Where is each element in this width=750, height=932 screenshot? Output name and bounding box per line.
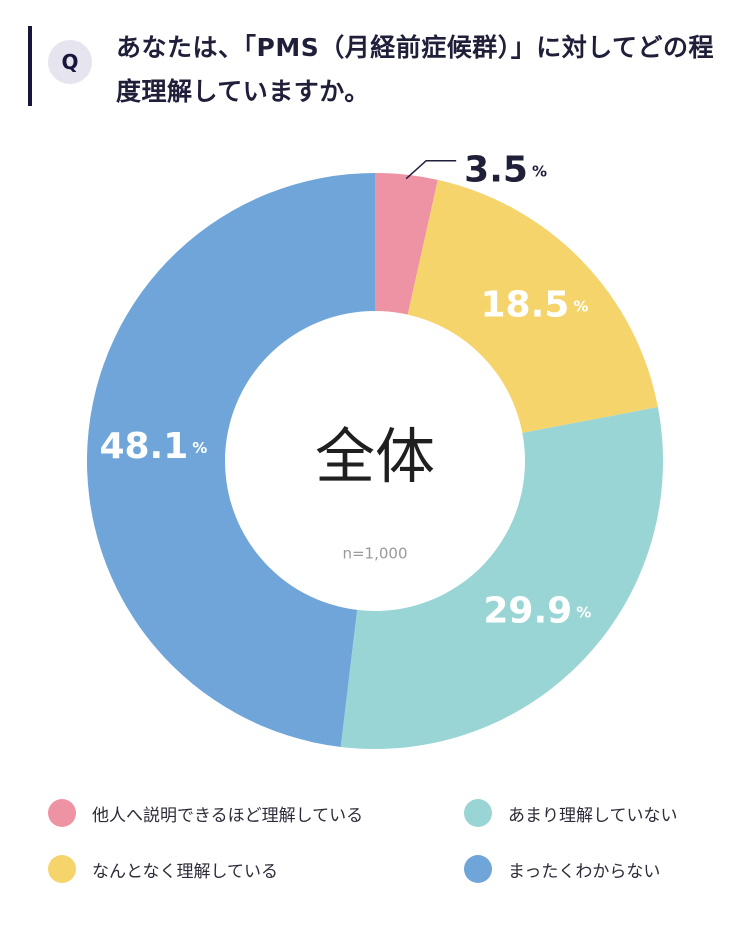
legend-label-explain: 他人へ説明できるほど理解している bbox=[92, 805, 364, 826]
question-badge: Q bbox=[48, 40, 92, 84]
leader-line-explain bbox=[405, 159, 457, 180]
data-label-explain: 3.5% bbox=[464, 150, 547, 191]
legend-dot-not-at-all bbox=[464, 855, 492, 883]
legend-dot-not-much bbox=[464, 799, 492, 827]
slice-not-much bbox=[340, 407, 663, 749]
question-text: あなたは、「PMS（月経前症候群）」に対してどの程度理解していますか。 bbox=[116, 33, 714, 106]
legend-item-explain: 他人へ説明できるほど理解している bbox=[48, 799, 363, 827]
legend-label-not-much: あまり理解していない bbox=[508, 805, 678, 826]
legend-dot-somewhat bbox=[48, 855, 76, 883]
legend-dot-explain bbox=[48, 799, 76, 827]
legend-item-not-much: あまり理解していない bbox=[464, 799, 678, 827]
question-accent-bar bbox=[28, 26, 32, 106]
center-label: 全体 bbox=[315, 423, 435, 493]
sample-size-label: n=1,000 bbox=[342, 545, 407, 563]
legend-item-not-at-all: まったくわからない bbox=[464, 855, 660, 883]
legend-label-not-at-all: まったくわからない bbox=[508, 861, 661, 882]
slice-somewhat bbox=[407, 179, 658, 433]
legend-label-somewhat: なんとなく理解している bbox=[92, 861, 278, 882]
slice-explain bbox=[375, 173, 438, 315]
legend-item-somewhat: なんとなく理解している bbox=[48, 855, 278, 883]
slice-not-at-all bbox=[86, 173, 375, 747]
